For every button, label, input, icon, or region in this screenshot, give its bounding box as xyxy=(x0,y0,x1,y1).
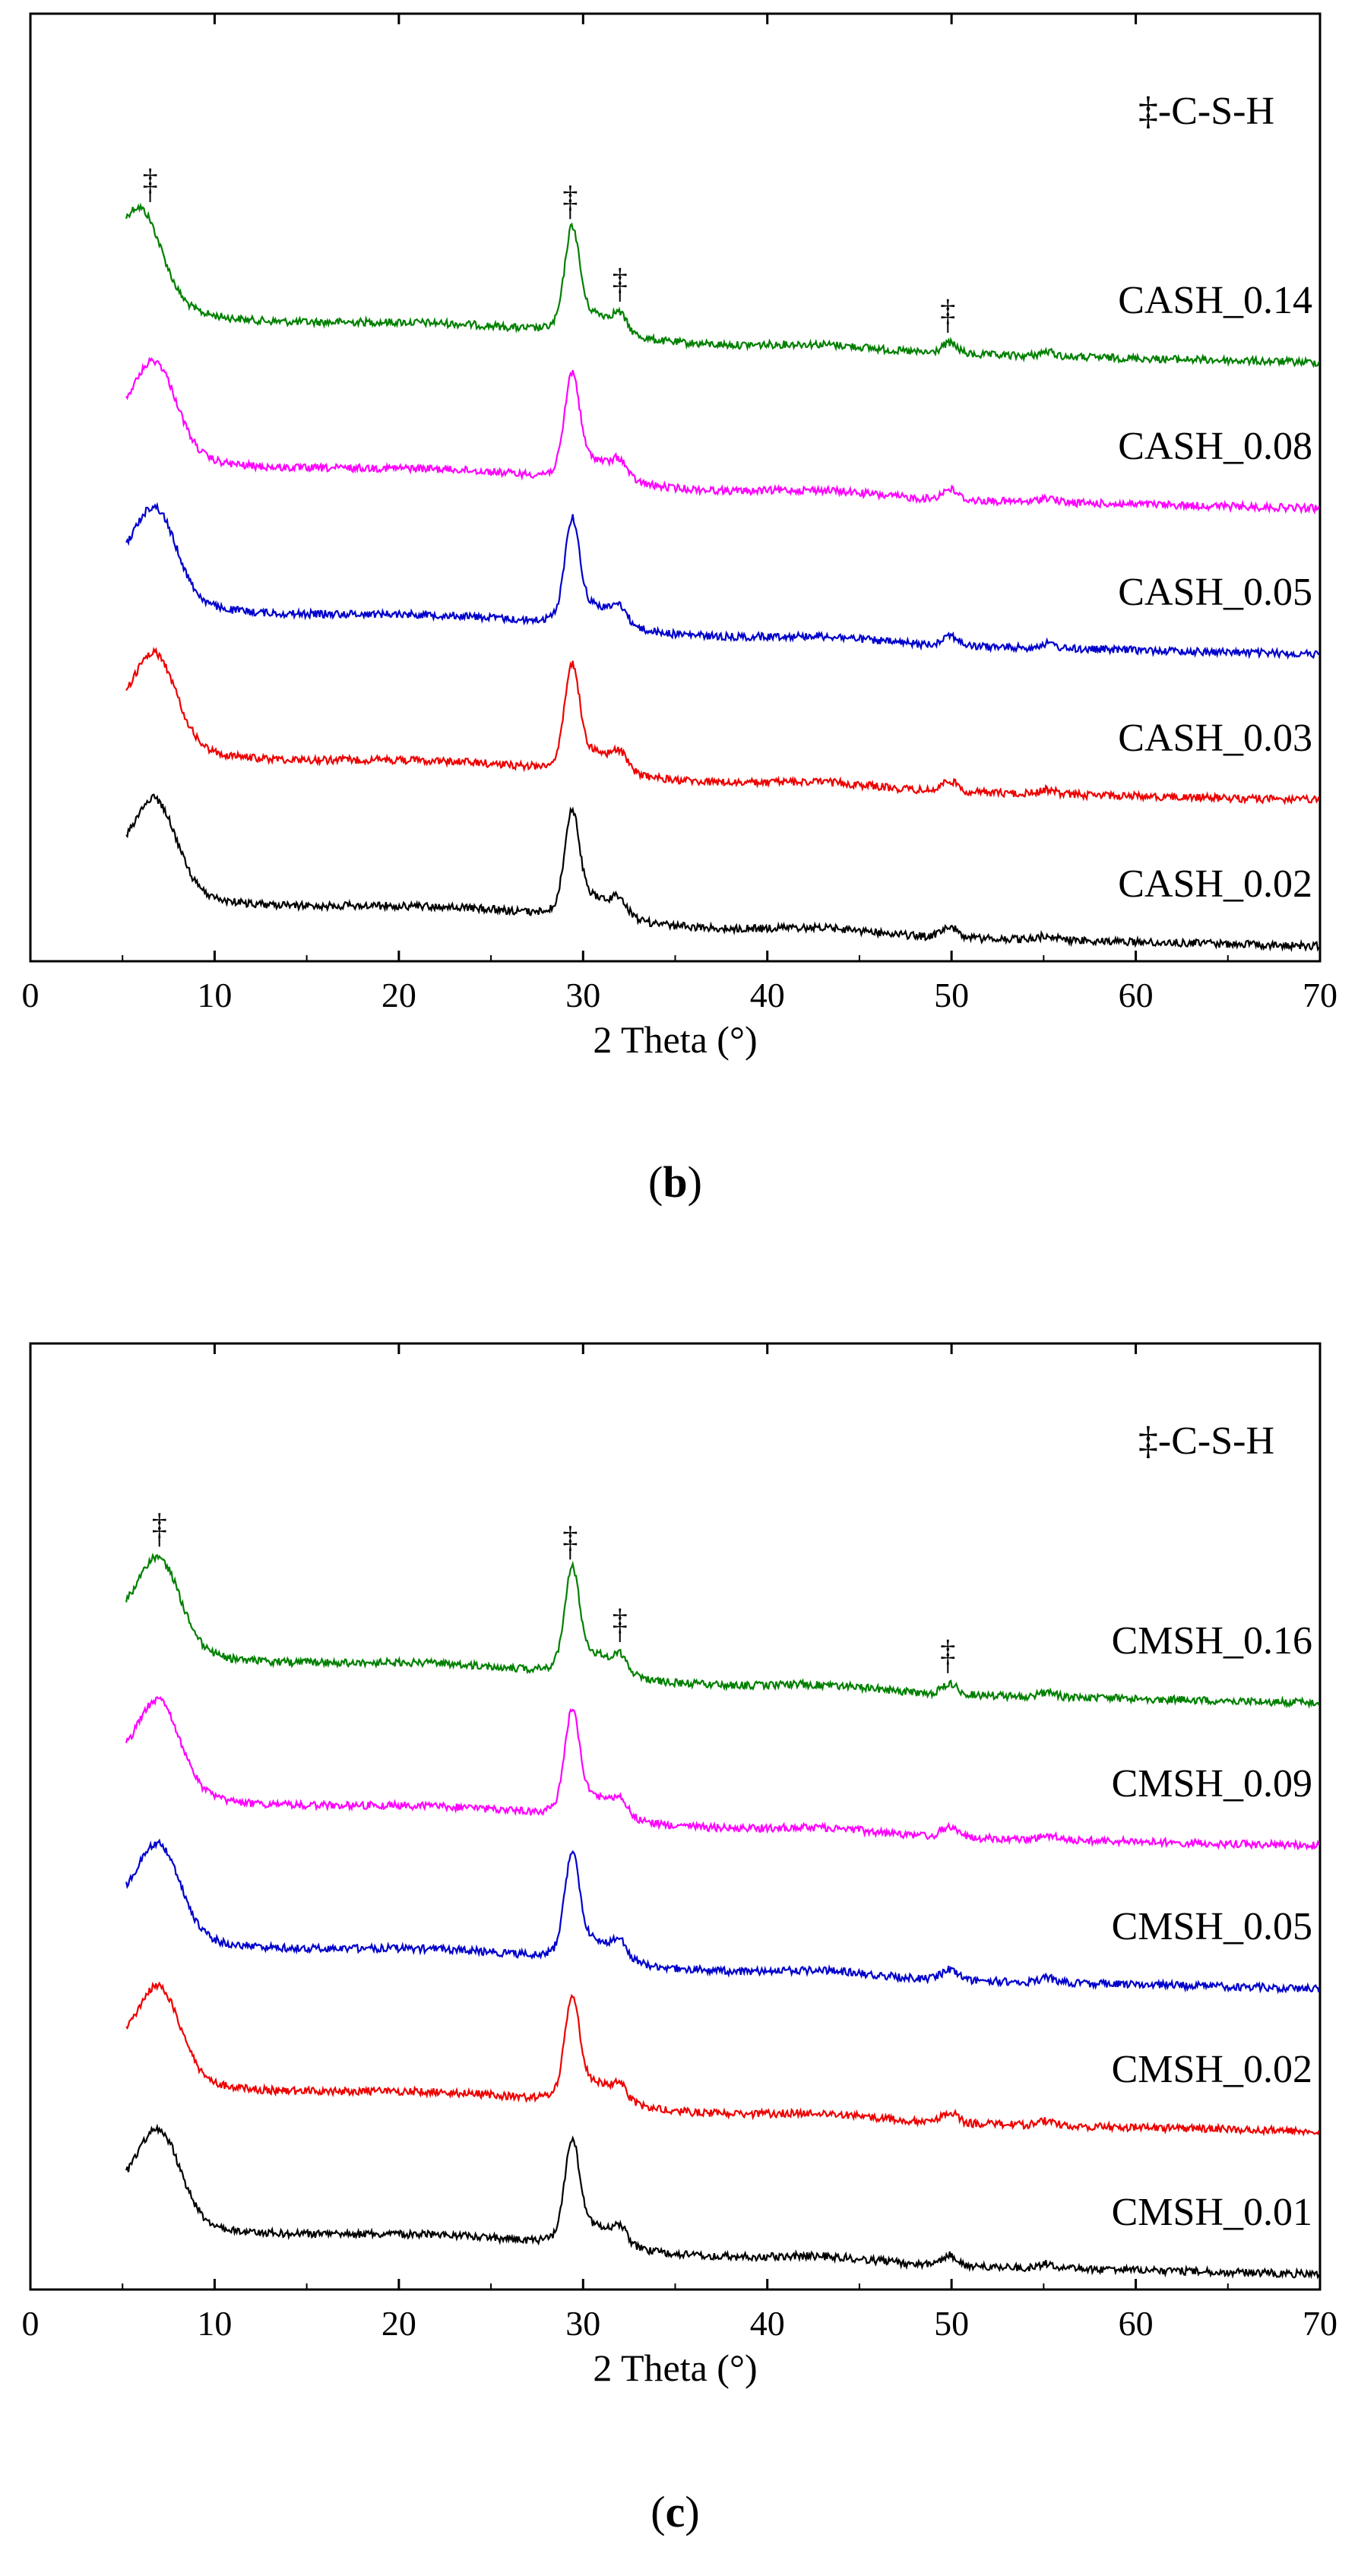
panel-label: (c) xyxy=(651,2487,699,2536)
x-tick-label: 40 xyxy=(750,976,785,1014)
series-label-CASH_0.02: CASH_0.02 xyxy=(1118,862,1312,906)
series-label-CMSH_0.16: CMSH_0.16 xyxy=(1112,1619,1312,1663)
peak-marker: ‡ xyxy=(613,1603,628,1637)
x-tick-label: 60 xyxy=(1119,2304,1154,2343)
series-label-CASH_0.05: CASH_0.05 xyxy=(1118,571,1312,614)
panel-label-part: c xyxy=(666,2487,685,2536)
peak-marker: ‡ xyxy=(613,262,628,296)
x-tick-label: 20 xyxy=(381,976,416,1014)
series-label-CMSH_0.05: CMSH_0.05 xyxy=(1112,1905,1312,1948)
x-tick-label: 10 xyxy=(197,976,232,1014)
x-tick-label: 50 xyxy=(934,2304,969,2343)
x-tick-label: 10 xyxy=(197,2304,232,2343)
x-axis-title: 2 Theta (°) xyxy=(593,1018,757,1061)
series-line-CASH_0.03 xyxy=(125,647,1320,805)
panel-label-part: ( xyxy=(651,2487,665,2536)
panel-label-part: ( xyxy=(648,1157,663,1207)
peak-marker: ‡ xyxy=(152,1507,167,1541)
series-label-CMSH_0.02: CMSH_0.02 xyxy=(1112,2048,1312,2091)
x-tick-label: 0 xyxy=(22,2304,40,2343)
chart-panel-c: 0 10 20 30 40 50 60 70 2 Theta (°) ‡-C-S-H CMSH_0.… xyxy=(22,1342,1337,2536)
peak-marker: ‡ xyxy=(562,1520,578,1554)
chart-panel-b: 0 10 20 30 40 50 60 70 2 Theta (°) ‡-C-S-H CASH_0.… xyxy=(22,12,1337,1207)
peak-marker: ‡ xyxy=(940,1634,955,1668)
series-line-CMSH_0.02 xyxy=(125,1981,1320,2137)
x-tick-label: 40 xyxy=(750,2304,785,2343)
series-label-CASH_0.03: CASH_0.03 xyxy=(1118,717,1312,760)
series-label-CASH_0.08: CASH_0.08 xyxy=(1118,425,1312,468)
x-tick-label: 60 xyxy=(1119,976,1154,1014)
series-line-CMSH_0.05 xyxy=(125,1838,1320,1995)
panel-label-part: ) xyxy=(685,2487,699,2536)
x-tick-label: 70 xyxy=(1303,976,1337,1014)
peak-marker: ‡ xyxy=(143,163,158,197)
plot-frame xyxy=(29,1342,1322,2291)
series-label-CMSH_0.09: CMSH_0.09 xyxy=(1112,1762,1312,1805)
legend-label: ‡-C-S-H xyxy=(1138,1419,1274,1463)
series-line-CASH_0.08 xyxy=(125,356,1320,515)
panel-label-part: ) xyxy=(688,1157,702,1207)
x-tick-label: 0 xyxy=(22,976,40,1014)
x-tick-label: 30 xyxy=(565,976,600,1014)
x-tick-label: 50 xyxy=(934,976,969,1014)
panel-label: (b) xyxy=(648,1157,702,1207)
peak-marker: ‡ xyxy=(940,293,955,328)
series-line-CASH_0.05 xyxy=(125,502,1320,660)
series-line-CMSH_0.09 xyxy=(125,1696,1320,1851)
series-line-CMSH_0.16 xyxy=(125,1552,1320,1709)
x-axis-title: 2 Theta (°) xyxy=(593,2347,757,2389)
series-label-CASH_0.14: CASH_0.14 xyxy=(1118,279,1312,322)
series-line-CASH_0.02 xyxy=(125,793,1320,953)
peak-marker: ‡ xyxy=(562,179,578,214)
x-tick-label: 20 xyxy=(381,2304,416,2343)
series-label-CMSH_0.01: CMSH_0.01 xyxy=(1112,2191,1312,2234)
x-tick-label: 30 xyxy=(565,2304,600,2343)
x-tick-label: 70 xyxy=(1303,2304,1337,2343)
legend-label: ‡-C-S-H xyxy=(1138,90,1274,133)
series-line-CASH_0.14 xyxy=(125,202,1320,369)
series-line-CMSH_0.01 xyxy=(125,2123,1320,2280)
panel-label-part: b xyxy=(663,1157,687,1207)
